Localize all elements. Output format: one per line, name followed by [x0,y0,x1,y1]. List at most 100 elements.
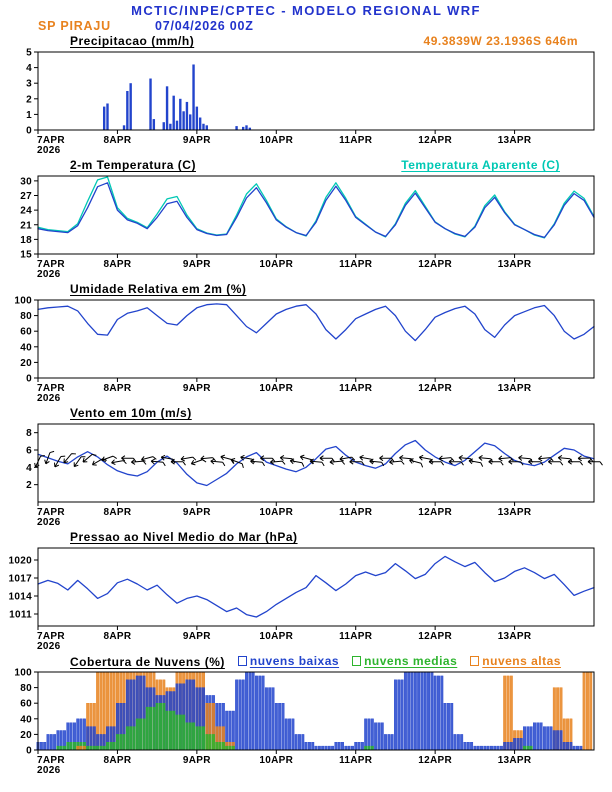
svg-text:2026: 2026 [37,641,61,652]
svg-text:11APR: 11APR [339,259,373,270]
panel-pressure-title: Pressao ao Nivel Medio do Mar (hPa) [70,530,298,544]
svg-text:9APR: 9APR [183,631,211,642]
svg-text:12APR: 12APR [418,755,452,766]
header-subrow: SP PIRAJU 07/04/2026 00Z [38,19,612,34]
svg-text:21: 21 [20,220,32,231]
svg-text:10APR: 10APR [259,135,293,146]
svg-text:1017: 1017 [9,574,33,585]
svg-text:7APR: 7APR [37,507,65,518]
svg-text:2026: 2026 [37,393,61,404]
panel-wind-titlerow: Vento em 10m (m/s) [70,406,612,420]
station-name: SP PIRAJU [38,19,111,33]
panel-temperature-title: 2-m Temperatura (C) [70,158,196,172]
svg-text:2026: 2026 [37,269,61,280]
legend-mid-clouds: nuvens medias [352,654,457,668]
svg-text:10APR: 10APR [259,383,293,394]
svg-text:18: 18 [20,235,32,246]
svg-text:7APR: 7APR [37,383,65,394]
svg-text:24: 24 [20,206,32,217]
svg-text:0: 0 [26,374,32,385]
page-title: MCTIC/INPE/CPTEC - MODELO REGIONAL WRF [131,3,481,18]
low-clouds-label: nuvens baixas [249,654,340,668]
panel-clouds: Cobertura de Nuvens (%) nuvens baixas nu… [0,654,612,778]
svg-text:9APR: 9APR [183,259,211,270]
svg-text:13APR: 13APR [498,507,532,518]
svg-text:12APR: 12APR [418,383,452,394]
panel-humidity-titlerow: Umidade Relativa em 2m (%) [70,282,612,296]
apparent-temperature-legend: Temperatura Aparente (C) [401,158,560,172]
svg-text:13APR: 13APR [498,631,532,642]
svg-text:7APR: 7APR [37,135,65,146]
svg-text:60: 60 [20,699,32,710]
svg-text:100: 100 [14,296,32,307]
svg-text:12APR: 12APR [418,507,452,518]
svg-text:7APR: 7APR [37,755,65,766]
svg-text:2: 2 [26,94,32,105]
svg-text:11APR: 11APR [339,383,373,394]
svg-text:12APR: 12APR [418,259,452,270]
svg-text:20: 20 [20,358,32,369]
svg-text:7APR: 7APR [37,259,65,270]
svg-text:2026: 2026 [37,517,61,528]
svg-text:30: 30 [20,176,32,187]
high-clouds-label: nuvens altas [482,654,561,668]
svg-text:10APR: 10APR [259,507,293,518]
svg-text:9APR: 9APR [183,507,211,518]
station-coordinates: 49.3839W 23.1936S 646m [423,34,578,48]
panel-precipitation-titlerow: Precipitacao (mm/h) 49.3839W 23.1936S 64… [70,34,612,48]
panel-humidity-title: Umidade Relativa em 2m (%) [70,282,247,296]
svg-text:8APR: 8APR [103,631,131,642]
svg-text:20: 20 [20,730,32,741]
panel-temperature-titlerow: 2-m Temperatura (C) Temperatura Aparente… [70,158,612,172]
svg-text:8: 8 [26,428,32,439]
svg-text:10APR: 10APR [259,631,293,642]
svg-text:7APR: 7APR [37,631,65,642]
svg-text:0: 0 [26,746,32,757]
svg-text:8APR: 8APR [103,383,131,394]
panel-wind-title: Vento em 10m (m/s) [70,406,192,420]
svg-text:11APR: 11APR [339,135,373,146]
svg-text:40: 40 [20,342,32,353]
run-datetime: 07/04/2026 00Z [154,19,254,33]
svg-text:80: 80 [20,683,32,694]
svg-text:9APR: 9APR [183,135,211,146]
svg-text:100: 100 [14,668,32,679]
mid-clouds-swatch-icon [352,656,362,666]
panel-precipitation-title: Precipitacao (mm/h) [70,34,195,48]
svg-text:11APR: 11APR [339,631,373,642]
svg-text:1020: 1020 [9,556,33,567]
svg-text:4: 4 [26,463,32,474]
svg-text:2: 2 [26,480,32,491]
svg-text:15: 15 [20,250,32,261]
svg-text:2026: 2026 [37,765,61,776]
svg-text:9APR: 9APR [183,383,211,394]
panel-temperature: 2-m Temperatura (C) Temperatura Aparente… [0,158,612,282]
panel-clouds-titlerow: Cobertura de Nuvens (%) nuvens baixas nu… [70,654,612,669]
mid-clouds-label: nuvens medias [364,654,458,668]
svg-text:40: 40 [20,714,32,725]
svg-text:13APR: 13APR [498,755,532,766]
legend-high-clouds: nuvens altas [470,654,561,668]
svg-text:8APR: 8APR [103,259,131,270]
svg-text:1011: 1011 [9,610,32,621]
panel-clouds-title: Cobertura de Nuvens (%) [70,655,225,669]
svg-text:10APR: 10APR [259,259,293,270]
svg-text:27: 27 [20,191,32,202]
svg-text:4: 4 [26,63,32,74]
svg-text:60: 60 [20,327,32,338]
svg-text:12APR: 12APR [418,135,452,146]
svg-text:8APR: 8APR [103,135,131,146]
svg-text:5: 5 [26,48,32,59]
svg-text:10APR: 10APR [259,755,293,766]
low-clouds-swatch-icon [237,656,247,666]
svg-text:3: 3 [26,79,32,90]
svg-text:0: 0 [26,126,32,137]
panel-humidity: Umidade Relativa em 2m (%) 0 20 40 60 80 100 7… [0,282,612,406]
svg-text:1: 1 [26,110,32,121]
